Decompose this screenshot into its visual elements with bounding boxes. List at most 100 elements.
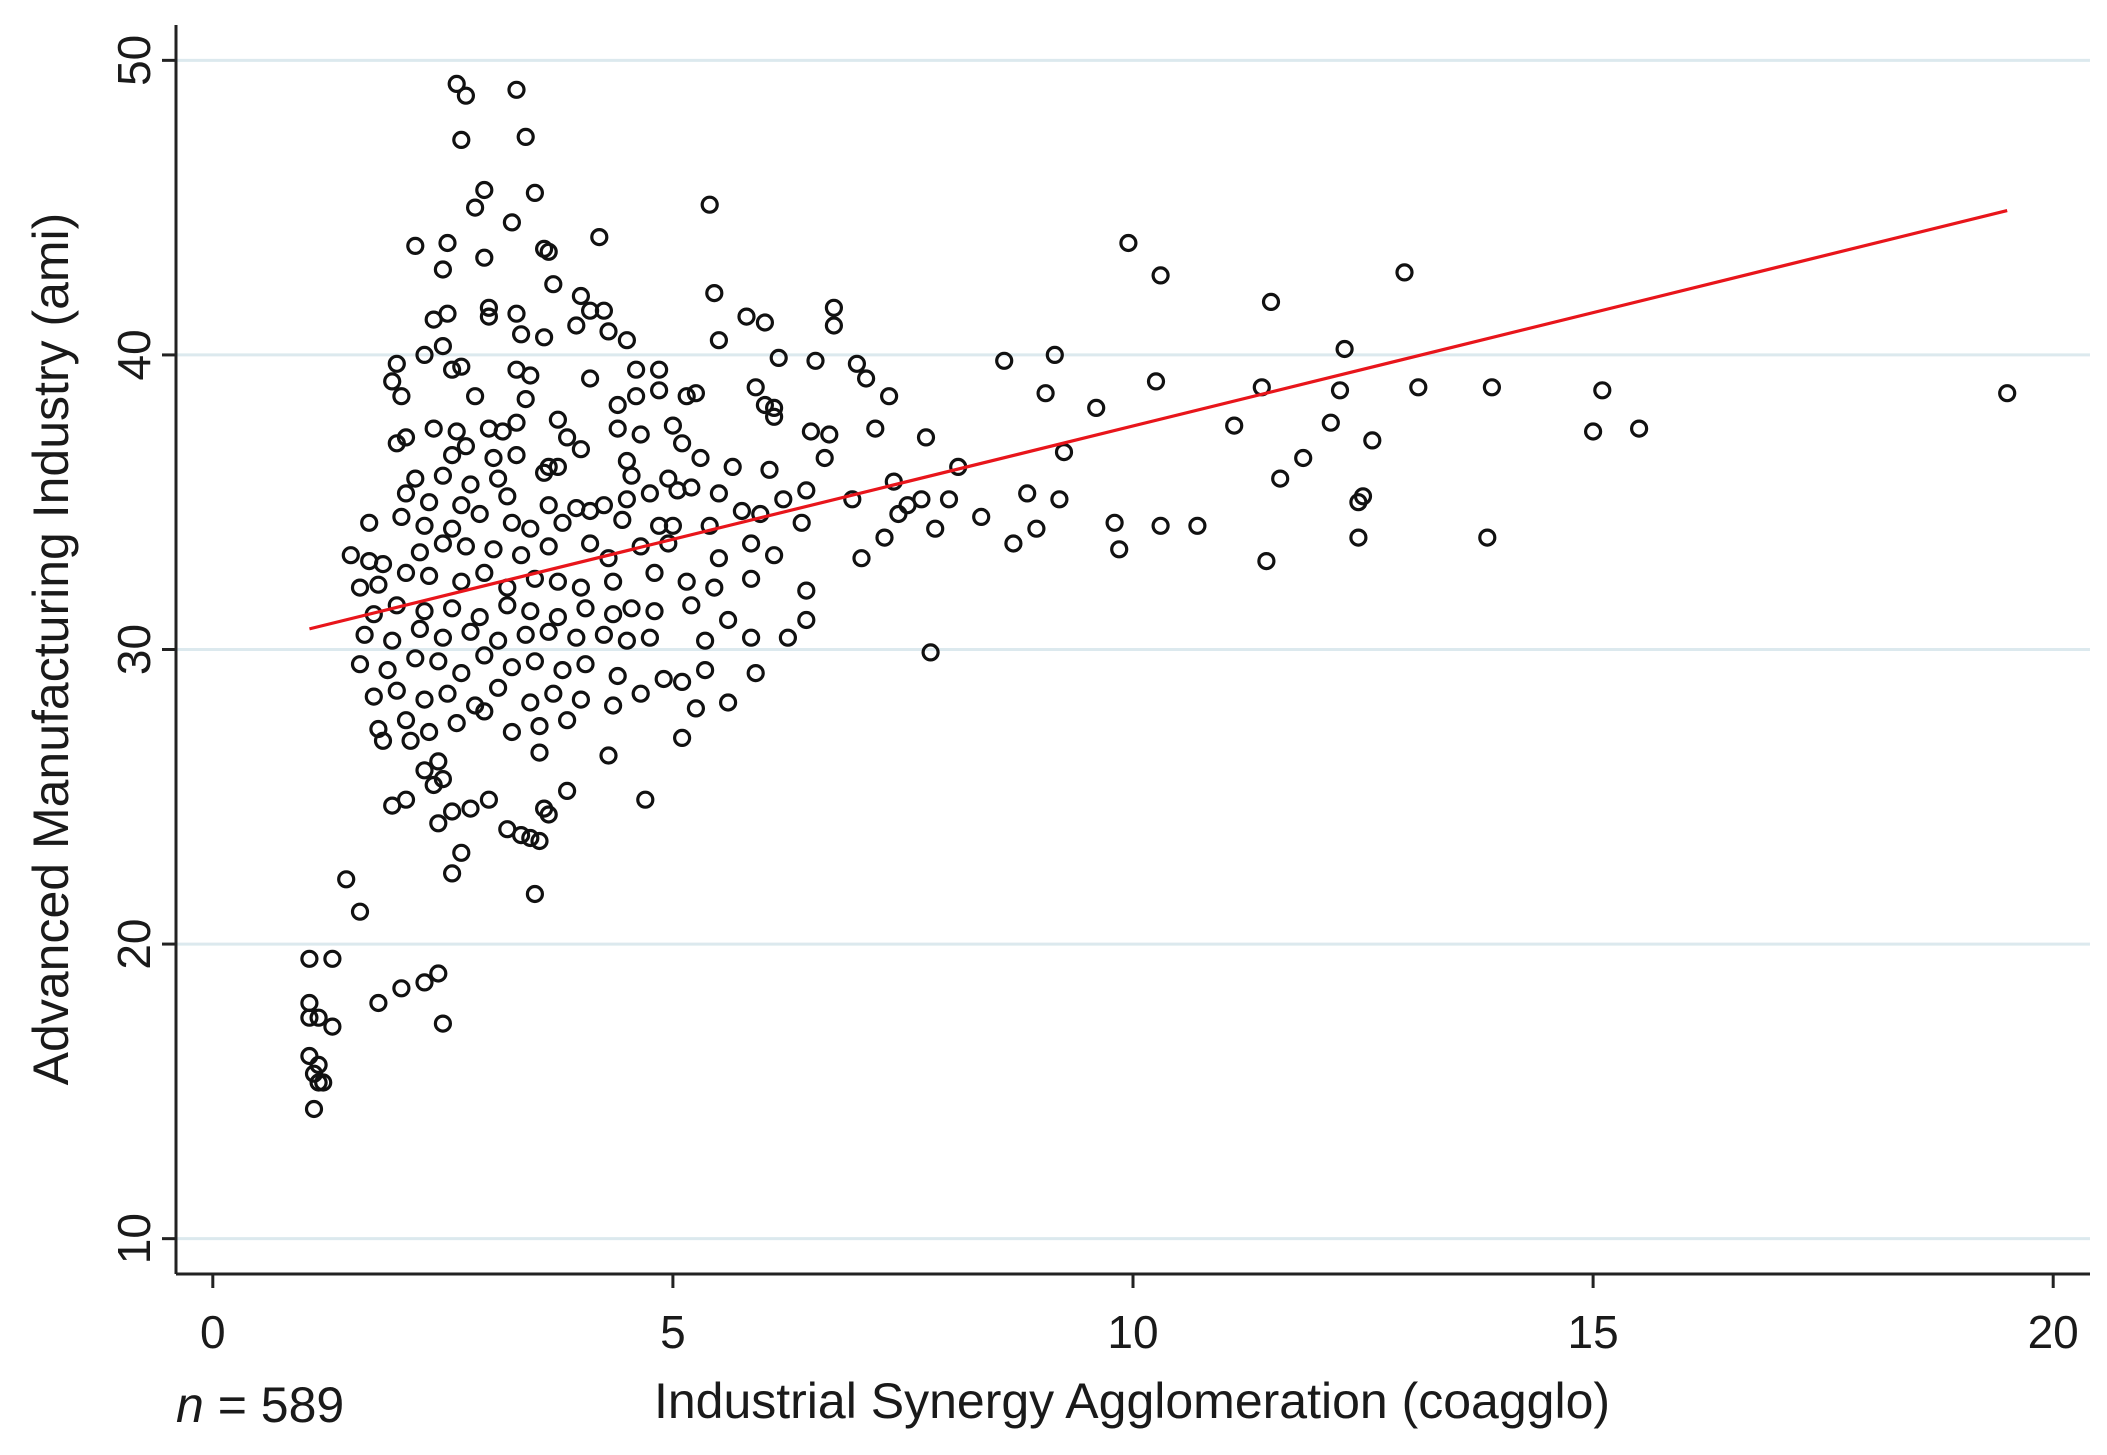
data-point-102 [396,428,416,447]
data-point-34 [824,316,844,335]
data-point-65 [677,387,696,406]
data-point-313 [309,1008,328,1027]
data-point-40 [415,345,434,364]
data-point-224 [718,610,738,630]
data-point-165 [889,504,908,524]
data-point-144 [912,490,931,509]
data-point-221 [622,599,641,618]
data-point-51 [769,348,788,367]
data-point-277 [557,711,577,730]
data-point-152 [443,519,462,538]
data-point-193 [1349,528,1368,547]
data-point-35 [511,325,531,344]
data-point-290 [429,814,448,833]
data-point-0 [447,74,466,94]
data-point-48 [580,369,600,388]
data-point-203 [548,572,568,591]
data-point-36 [534,328,554,347]
data-point-93 [866,419,885,438]
data-point-291 [443,802,462,821]
data-point-82 [493,422,512,441]
data-point-305 [350,902,370,921]
data-point-207 [677,572,696,591]
data-point-261 [489,678,508,697]
data-point-67 [746,378,765,397]
data-point-22 [1119,233,1138,253]
data-point-186 [741,534,761,553]
data-point-145 [939,490,959,509]
y-tick-label-50: 50 [108,35,160,86]
data-point-258 [415,690,434,709]
data-point-242 [378,660,397,680]
data-point-256 [364,687,383,706]
data-point-215 [470,607,489,627]
data-point-239 [741,628,761,647]
data-point-97 [1321,413,1340,432]
x-tick-label-20: 20 [2028,1306,2079,1358]
data-point-206 [645,563,664,583]
data-point-220 [603,605,623,624]
data-point-237 [640,628,660,647]
data-point-140 [774,490,793,509]
data-point-56 [1045,345,1064,364]
data-point-166 [926,519,945,538]
data-point-284 [415,761,434,780]
data-point-163 [751,504,770,524]
data-point-104 [456,437,475,456]
data-point-309 [415,973,434,992]
data-point-275 [502,722,521,742]
data-point-279 [373,731,393,750]
x-axis-title: Industrial Synergy Agglomeration (coaggl… [654,1373,1610,1429]
data-point-267 [672,672,692,692]
data-point-236 [617,631,637,650]
data-point-244 [429,652,448,671]
data-point-92 [820,425,839,444]
data-point-233 [539,622,558,641]
data-point-10 [406,236,425,255]
data-point-146 [1050,490,1069,509]
data-point-9 [700,195,719,214]
data-point-58 [383,372,402,391]
data-point-295 [511,825,531,845]
data-point-181 [580,534,600,553]
data-point-321 [314,1073,333,1092]
sample-size-note: n = 589 [176,1377,344,1433]
data-point-301 [452,843,471,862]
data-point-254 [746,663,765,683]
data-point-190 [1004,534,1023,553]
data-point-250 [576,655,595,674]
data-point-198 [420,566,439,586]
data-point-308 [429,964,448,983]
data-point-66 [686,384,706,403]
data-point-314 [300,1008,319,1027]
data-point-98 [1363,431,1382,450]
y-tick-label-30: 30 [108,624,160,675]
data-point-28 [479,307,498,326]
data-point-62 [608,395,627,415]
data-point-225 [797,610,816,630]
data-point-253 [695,660,715,680]
sample-size-value: = 589 [204,1377,344,1433]
data-point-55 [995,351,1014,370]
data-point-77 [1593,381,1612,400]
data-point-214 [443,599,462,618]
data-point-129 [396,484,416,503]
data-point-226 [355,625,374,644]
data-point-14 [475,248,494,267]
y-tick-label-20: 20 [108,918,160,969]
data-point-25 [438,304,457,323]
data-point-60 [466,387,485,406]
data-point-287 [557,781,577,801]
data-point-156 [553,513,572,532]
x-tick-label-5: 5 [660,1306,686,1358]
data-point-61 [516,390,535,409]
y-tick-label-40: 40 [108,329,160,380]
data-point-293 [479,790,498,809]
data-point-247 [502,658,521,677]
data-point-228 [410,619,429,639]
data-point-123 [622,466,641,485]
data-point-164 [792,513,811,532]
data-point-213 [415,602,434,621]
data-point-136 [617,490,637,509]
